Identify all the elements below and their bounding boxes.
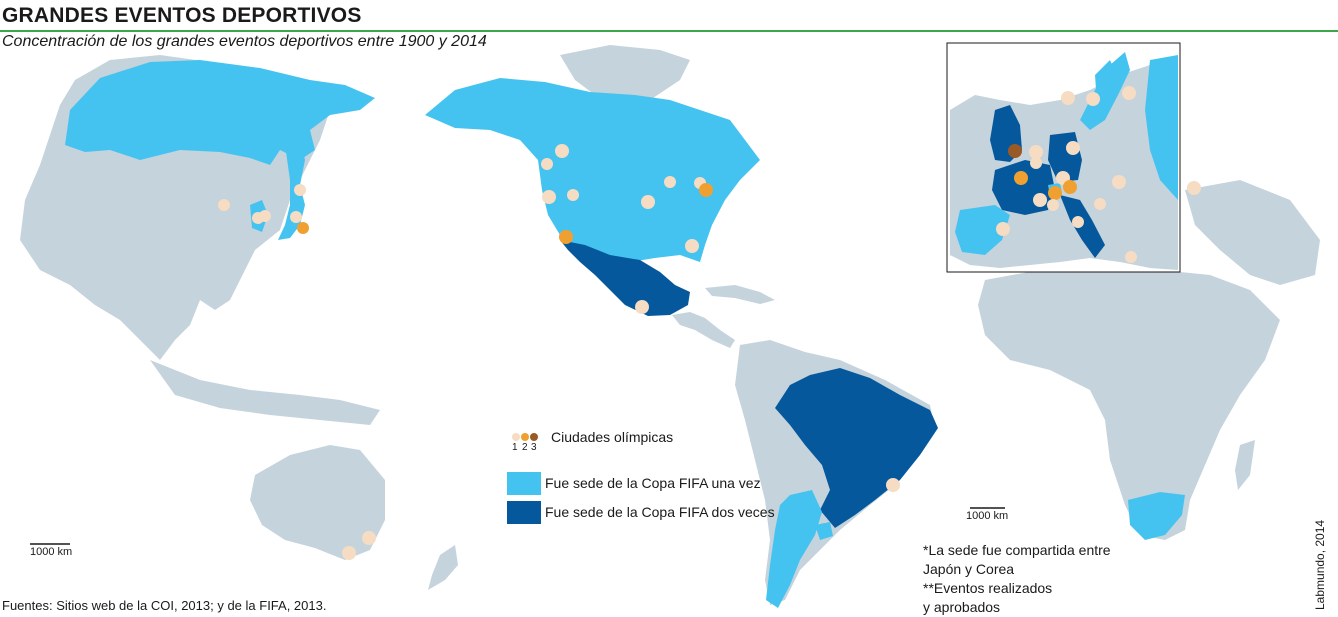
olympic-marker [1066, 141, 1080, 155]
olympic-marker [297, 222, 309, 234]
land-caribbean [705, 285, 775, 304]
land-sea-islands [150, 360, 380, 425]
footnote-line: **Eventos realizados [923, 580, 1053, 596]
olympic-marker [362, 531, 376, 545]
legend-olympic-1 [512, 433, 520, 441]
land-argentina [766, 490, 822, 608]
olympic-marker [1187, 181, 1201, 195]
olympic-marker [1014, 171, 1028, 185]
land-brazil [775, 368, 938, 528]
inset-sweden [1095, 60, 1118, 118]
olympic-marker [664, 176, 676, 188]
olympic-marker [1033, 193, 1047, 207]
olympic-marker [1030, 157, 1042, 169]
olympic-marker [541, 158, 553, 170]
olympic-marker [294, 184, 306, 196]
legend-once-label: Fue sede de la Copa FIFA una vez [545, 475, 761, 491]
olympic-marker [1047, 199, 1059, 211]
olympic-marker [699, 183, 713, 197]
scale-label-inset: 1000 km [966, 510, 1009, 522]
olympic-marker [641, 195, 655, 209]
credit: Labmundo, 2014 [1313, 519, 1327, 610]
olympic-marker [1072, 216, 1084, 228]
olympic-marker [1008, 144, 1022, 158]
land-central-america [672, 312, 735, 348]
legend-swatch-twice [507, 501, 541, 524]
land-uruguay [815, 522, 833, 540]
olympic-marker [1125, 251, 1137, 263]
olympic-marker [555, 144, 569, 158]
legend-count-1: 1 [512, 442, 518, 453]
title-rule [0, 30, 1338, 32]
footnote-line: y aprobados [923, 599, 1001, 615]
legend-olympic-2 [521, 433, 529, 441]
olympic-marker [259, 210, 271, 222]
land-madagascar [1235, 440, 1255, 490]
olympic-marker [1086, 92, 1100, 106]
legend-count-2: 2 [522, 442, 528, 453]
olympic-marker [567, 189, 579, 201]
land-russia [65, 60, 375, 165]
legend-twice-label: Fue sede de la Copa FIFA dos veces [545, 504, 775, 520]
source-note: Fuentes: Sitios web de la COI, 2013; y d… [2, 598, 327, 613]
footnote-line: Japón y Corea [923, 561, 1015, 577]
olympic-marker [1112, 175, 1126, 189]
olympic-marker [1122, 86, 1136, 100]
land-australia [250, 445, 385, 560]
scale-label-main: 1000 km [30, 546, 73, 558]
land-south-africa [1128, 492, 1185, 540]
legend-olympic-label: Ciudades olímpicas [551, 429, 674, 445]
olympic-marker [685, 239, 699, 253]
olympic-marker [635, 300, 649, 314]
land-middle-east [1185, 180, 1320, 285]
olympic-marker [1063, 180, 1077, 194]
olympic-marker [1094, 198, 1106, 210]
olympic-marker [290, 211, 302, 223]
inset-italy [1060, 195, 1105, 258]
olympic-marker [1048, 186, 1062, 200]
olympic-marker [559, 230, 573, 244]
land-mexico [560, 240, 690, 316]
olympic-markers [218, 86, 1201, 560]
footnotes: *La sede fue compartida entre Japón y Co… [923, 541, 1111, 617]
land-nz [428, 545, 458, 590]
legend-swatch-once [507, 472, 541, 495]
olympic-marker [1061, 91, 1075, 105]
inset-russia [1145, 55, 1178, 200]
olympic-marker [542, 190, 556, 204]
legend-count-3: 3 [531, 442, 537, 453]
olympic-marker [218, 199, 230, 211]
map-title: GRANDES EVENTOS DEPORTIVOS [2, 4, 362, 27]
land-greenland [560, 45, 690, 110]
inset-france [992, 160, 1055, 215]
land-africa [978, 265, 1280, 540]
map-subtitle: Concentración de los grandes eventos dep… [2, 33, 487, 50]
inset-spain [955, 205, 1010, 255]
olympic-marker [886, 478, 900, 492]
legend-olympic-3 [530, 433, 538, 441]
olympic-marker [1029, 145, 1043, 159]
olympic-marker [342, 546, 356, 560]
land-north-america [425, 78, 760, 262]
olympic-marker [996, 222, 1010, 236]
footnote-line: *La sede fue compartida entre [923, 542, 1111, 558]
